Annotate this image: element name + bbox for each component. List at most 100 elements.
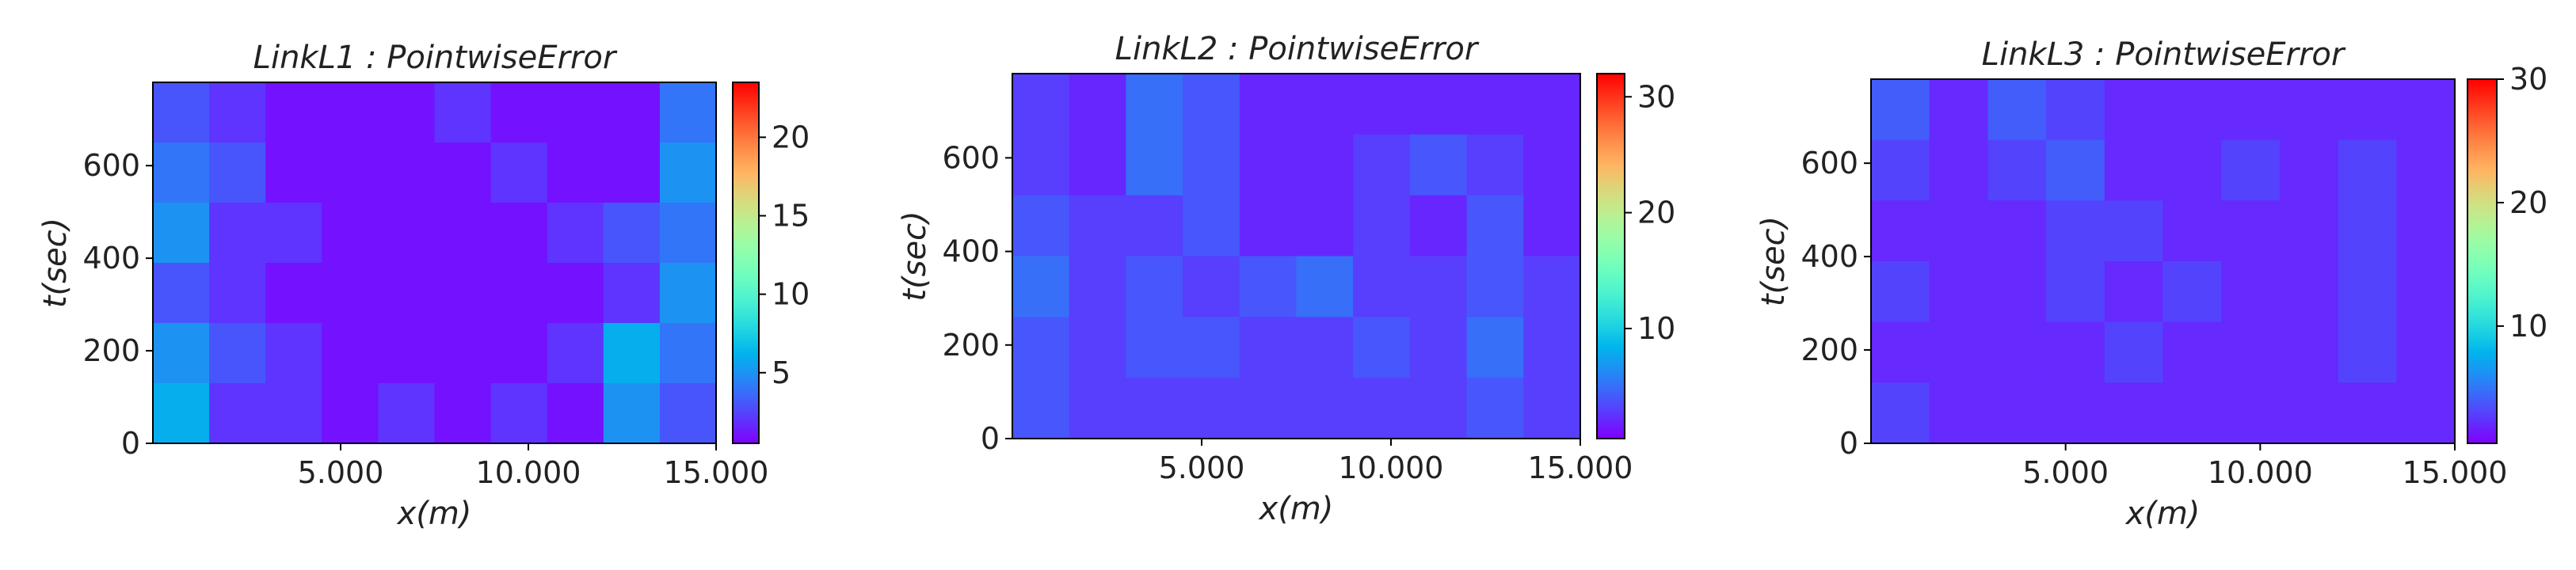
heatmap-cell xyxy=(153,263,210,324)
heatmap-cell xyxy=(1929,79,1988,141)
y-tick-label: 200 xyxy=(942,328,1000,363)
x-tick-label: 15.000 xyxy=(1528,450,1633,485)
x-tick-label: 5.000 xyxy=(2022,455,2109,490)
heatmap-cell xyxy=(209,82,266,143)
heatmap-cell xyxy=(2221,139,2281,201)
x-axis-label: x(m) xyxy=(2124,496,2201,532)
heatmap-cell xyxy=(1183,134,1240,196)
y-tick-label: 0 xyxy=(981,421,1000,456)
heatmap-cell xyxy=(1466,378,1524,439)
heatmap-cell xyxy=(1987,382,2047,444)
heatmap-cell xyxy=(1353,74,1411,135)
heatmap-cell xyxy=(659,203,717,264)
chart-title: LinkL1 : PointwiseError xyxy=(253,40,618,76)
heatmap-cell xyxy=(1871,139,1930,201)
heatmap-cell xyxy=(2163,382,2222,444)
heatmap-cell xyxy=(2046,200,2105,262)
heatmap-cell xyxy=(490,263,548,324)
heatmap-cell xyxy=(1239,378,1297,439)
heatmap-cell xyxy=(1871,79,1930,141)
heatmap-cell xyxy=(153,323,210,384)
heatmap-cell xyxy=(434,203,492,264)
heatmap-cell xyxy=(1466,134,1524,196)
heatmap-cell xyxy=(2279,382,2339,444)
heatmap-cell xyxy=(1069,256,1126,317)
heatmap-cell xyxy=(265,82,322,143)
heatmap-cell xyxy=(1987,321,2047,383)
y-tick-label: 200 xyxy=(82,333,140,368)
heatmap-cell xyxy=(1466,74,1524,135)
y-axis-label: t(sec) xyxy=(897,211,933,301)
heatmap-cell xyxy=(659,263,717,324)
heatmap-cell xyxy=(1069,74,1126,135)
y-tick-label: 0 xyxy=(1839,426,1858,461)
heatmap-cell xyxy=(1012,256,1070,317)
heatmap-cell xyxy=(2046,321,2105,383)
heatmap-cell xyxy=(265,142,322,203)
heatmap-cell xyxy=(1239,74,1297,135)
heatmap-cell xyxy=(659,383,717,444)
heatmap-cell xyxy=(2396,382,2456,444)
colorbar-tick-label: 10 xyxy=(1637,311,1675,346)
heatmap-cell xyxy=(322,263,379,324)
colorbar-tick-label: 20 xyxy=(1637,196,1675,230)
heatmap-cell xyxy=(2163,321,2222,383)
heatmap-cell xyxy=(2046,261,2105,323)
plot-frame xyxy=(152,82,717,444)
heatmap-cell xyxy=(1183,378,1240,439)
heatmap-cell xyxy=(322,203,379,264)
heatmap-cell xyxy=(2279,79,2339,141)
heatmap-cell xyxy=(209,383,266,444)
colorbar-tick-label: 30 xyxy=(1637,79,1675,114)
heatmap-cell xyxy=(1012,195,1070,256)
heatmap-cell xyxy=(2104,261,2163,323)
heatmap-cell xyxy=(1929,139,1988,201)
plot-frame xyxy=(1870,78,2456,444)
heatmap-cell xyxy=(659,323,717,384)
colorbar-tick-label: 10 xyxy=(772,277,810,312)
colorbar xyxy=(2467,78,2498,444)
heatmap-cell xyxy=(1929,382,1988,444)
colorbar-tick-label: 5 xyxy=(772,355,791,390)
heatmap-cell xyxy=(1523,134,1581,196)
heatmap-cell xyxy=(1409,256,1468,317)
y-tick-label: 600 xyxy=(1801,146,1858,180)
heatmap-cell xyxy=(1871,321,1930,383)
x-tick-label: 10.000 xyxy=(1339,450,1444,485)
heatmap-cell xyxy=(1069,195,1126,256)
heatmap-cell xyxy=(1126,256,1183,317)
heatmap-cell xyxy=(1466,195,1524,256)
x-tick-label: 5.000 xyxy=(1159,450,1245,485)
heatmap-cell xyxy=(1239,195,1297,256)
heatmap-cell xyxy=(547,82,604,143)
heatmap-cell xyxy=(659,142,717,203)
heatmap-cell xyxy=(547,142,604,203)
heatmap-cell xyxy=(1296,317,1354,378)
heatmap-cell xyxy=(2396,261,2456,323)
heatmap-cell xyxy=(1929,200,1988,262)
heatmap-cell xyxy=(1871,382,1930,444)
heatmap-cell xyxy=(2104,200,2163,262)
heatmap-cell xyxy=(2338,79,2397,141)
heatmap-cell xyxy=(1183,256,1240,317)
heatmap-cell xyxy=(1126,317,1183,378)
x-axis-label: x(m) xyxy=(396,496,472,532)
heatmap-cell xyxy=(1353,317,1411,378)
y-axis-label: t(sec) xyxy=(37,218,74,308)
heatmap-cell xyxy=(490,82,548,143)
heatmap-cell xyxy=(2221,261,2281,323)
heatmap-cell xyxy=(153,203,210,264)
heatmap-cell xyxy=(603,203,661,264)
heatmap-cell xyxy=(547,263,604,324)
heatmap-cell xyxy=(1987,200,2047,262)
heatmap-cell xyxy=(1069,317,1126,378)
heatmap-cell xyxy=(547,323,604,384)
heatmap-cell xyxy=(2279,200,2339,262)
heatmap-cell xyxy=(434,383,492,444)
heatmap-cell xyxy=(1126,74,1183,135)
heatmap-cell xyxy=(434,263,492,324)
heatmap-cell xyxy=(490,142,548,203)
heatmap-cell xyxy=(265,383,322,444)
heatmap-cell xyxy=(1353,256,1411,317)
